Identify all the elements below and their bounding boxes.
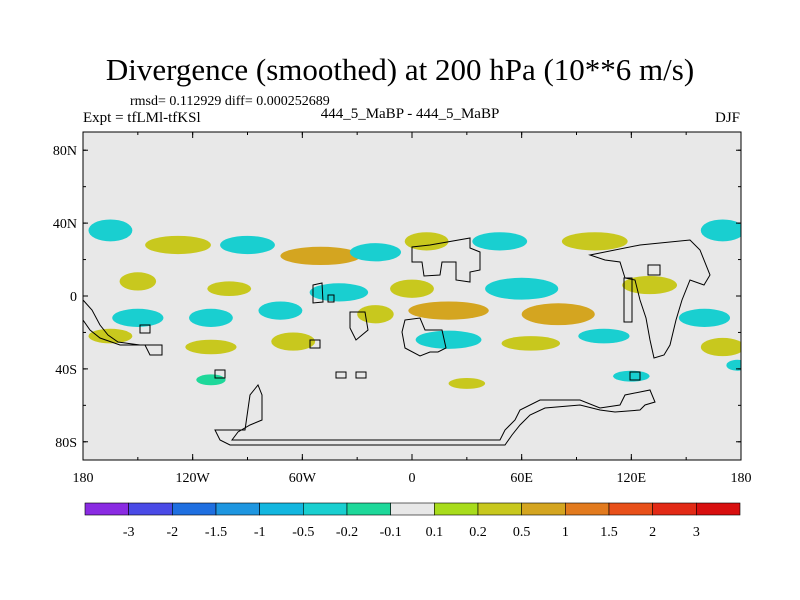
divergence-region-29 [196, 374, 226, 386]
colorbar-label-13: 3 [693, 525, 700, 540]
divergence-region-11 [309, 283, 369, 302]
divergence-region-15 [112, 308, 164, 327]
divergence-region-30 [448, 378, 486, 389]
season-label: DJF [714, 110, 740, 126]
colorbar-swatch-14 [696, 502, 741, 516]
colorbar-swatch-2 [172, 502, 217, 516]
divergence-region-4 [349, 243, 402, 262]
divergence-region-1 [145, 235, 211, 255]
colorbar-label-7: 0.1 [426, 525, 444, 540]
divergence-region-3 [280, 246, 361, 266]
colorbar-label-4: -0.5 [292, 525, 314, 540]
colorbar-swatch-7 [390, 502, 435, 516]
divergence-region-9 [119, 272, 157, 291]
divergence-region-6 [472, 232, 528, 251]
x-tick-label-5: 120E [617, 471, 647, 486]
colorbar-label-9: 0.5 [513, 525, 531, 540]
divergence-region-14 [622, 275, 678, 295]
divergence-region-13 [485, 277, 559, 300]
colorbar-label-10: 1 [562, 525, 569, 540]
colorbar-swatch-12 [608, 502, 653, 516]
x-tick-label-1: 120W [176, 471, 211, 486]
colorbar-label-3: -1 [254, 525, 266, 540]
run-comparison-label: 444_5_MaBP - 444_5_MaBP [320, 106, 500, 122]
colorbar-label-5: -0.2 [336, 525, 358, 540]
divergence-region-27 [578, 328, 630, 344]
y-tick-label-1: 40N [53, 217, 77, 232]
y-tick-label-0: 80N [53, 144, 77, 159]
colorbar-swatch-10 [521, 502, 566, 516]
colorbar-label-12: 2 [649, 525, 656, 540]
x-axis: 180 120W 60W 0 60E 120E 180 [73, 132, 752, 486]
x-tick-label-2: 60W [289, 471, 317, 486]
colorbar-swatch-4 [259, 502, 304, 516]
y-tick-label-2: 0 [70, 290, 77, 305]
divergence-region-18 [357, 305, 394, 324]
y-axis: 80N 40N 0 40S 80S [53, 144, 741, 451]
colorbar-swatch-11 [565, 502, 610, 516]
colorbar-label-0: -3 [123, 525, 135, 540]
divergence-region-20 [521, 303, 595, 326]
rmsd-label: rmsd= 0.112929 diff= 0.000252689 [130, 94, 330, 109]
colorbar-swatch-1 [128, 502, 173, 516]
divergence-region-23 [185, 339, 237, 355]
divergence-region-28 [700, 337, 741, 357]
colorbar-swatch-9 [477, 502, 522, 516]
divergence-region-0 [88, 219, 133, 242]
x-tick-label-4: 60E [510, 471, 533, 486]
divergence-region-24 [271, 332, 316, 351]
colorbar: -3 -2 -1.5 -1 -0.5 -0.2 -0.1 0.1 0.2 0.5 1 1.5 2 3 [84, 502, 741, 540]
divergence-region-25 [415, 330, 482, 349]
colorbar-label-2: -1.5 [205, 525, 227, 540]
divergence-region-8 [700, 219, 741, 242]
chart-title: Divergence (smoothed) at 200 hPa (10**6 … [105, 52, 695, 87]
colorbar-swatch-0 [84, 502, 129, 516]
colorbar-label-6: -0.1 [380, 525, 402, 540]
colorbar-label-1: -2 [166, 525, 178, 540]
y-tick-label-4: 80S [55, 436, 77, 451]
divergence-region-19 [408, 301, 489, 320]
divergence-region-21 [678, 308, 731, 327]
divergence-region-32 [726, 359, 741, 371]
divergence-region-26 [501, 336, 561, 351]
divergence-region-5 [404, 232, 449, 251]
divergence-region-17 [258, 301, 303, 320]
divergence-region-16 [189, 308, 233, 327]
y-tick-label-3: 40S [55, 363, 77, 378]
coastlines [83, 237, 711, 446]
colorbar-swatch-5 [303, 502, 348, 516]
x-tick-label-0: 180 [73, 471, 94, 486]
divergence-region-10 [207, 281, 252, 297]
experiment-label: Expt = tfLMl-tfKSl [83, 110, 201, 126]
divergence-region-12 [390, 279, 434, 298]
divergence-field [88, 219, 741, 389]
colorbar-swatch-6 [346, 502, 391, 516]
divergence-region-2 [220, 235, 275, 255]
colorbar-label-8: 0.2 [469, 525, 487, 540]
x-tick-label-6: 180 [731, 471, 752, 486]
colorbar-label-11: 1.5 [600, 525, 618, 540]
divergence-region-7 [561, 232, 628, 251]
x-tick-label-3: 0 [409, 471, 416, 486]
colorbar-swatch-8 [434, 502, 479, 516]
colorbar-swatch-13 [652, 502, 697, 516]
colorbar-swatch-3 [215, 502, 260, 516]
